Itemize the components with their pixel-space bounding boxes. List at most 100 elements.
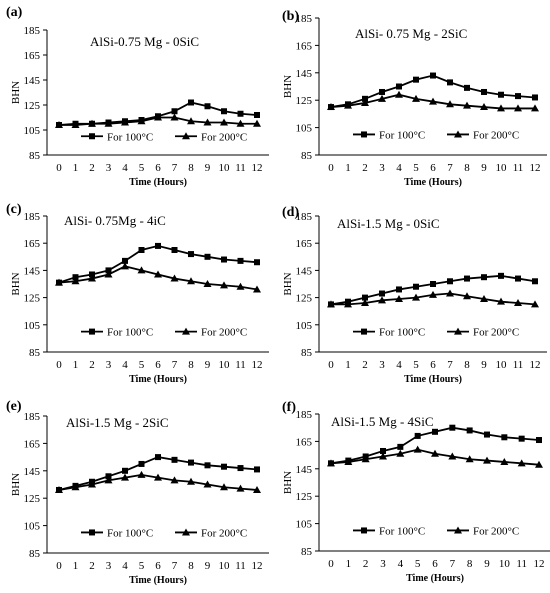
data-point-triangle (431, 449, 439, 457)
data-point-triangle (344, 457, 353, 465)
x-tick-label: 3 (379, 359, 385, 371)
x-axis-title: Time (Hours) (404, 177, 462, 188)
chart-title: AlSi- 0.75Mg - 4iC (64, 213, 166, 228)
data-point-triangle (137, 266, 146, 274)
data-point-triangle (395, 294, 403, 302)
data-point-triangle (514, 104, 522, 112)
y-tick-label: 145 (296, 265, 313, 277)
x-tick-label: 4 (122, 359, 128, 371)
y-axis-title: BHN (10, 473, 22, 496)
data-point-triangle (253, 119, 261, 127)
data-point-square (188, 459, 194, 466)
x-tick-label: 9 (205, 162, 211, 174)
legend-marker-triangle (454, 327, 462, 335)
x-axis-title: Time (Hours) (129, 575, 187, 586)
legend-label: For 200°C (473, 525, 519, 537)
legend-label: For 100°C (107, 131, 153, 143)
data-point-triangle (203, 280, 212, 287)
x-tick-label: 1 (345, 162, 351, 174)
x-tick-label: 6 (155, 162, 161, 174)
data-point-triangle (327, 459, 335, 467)
x-tick-label: 8 (467, 558, 473, 570)
x-tick-label: 9 (481, 162, 487, 174)
x-tick-label: 11 (516, 558, 527, 570)
legend-label: For 100°C (107, 327, 153, 339)
y-tick-label: 105 (24, 125, 41, 137)
x-tick-label: 8 (464, 359, 470, 371)
chart-title: AlSi-1.5 Mg - 4SiC (331, 414, 434, 429)
data-point-triangle (378, 296, 386, 304)
data-point-square (254, 466, 260, 473)
data-point-triangle (154, 270, 162, 278)
data-point-square (204, 103, 211, 110)
y-tick-label: 145 (296, 68, 313, 80)
data-point-triangle (71, 277, 80, 285)
x-tick-label: 12 (530, 359, 541, 371)
legend-marker-square (89, 328, 95, 335)
data-point-triangle (429, 290, 437, 298)
y-tick-label: 125 (296, 491, 313, 503)
x-tick-label: 10 (219, 560, 231, 572)
data-point-square (379, 88, 385, 95)
data-point-triangle (517, 459, 526, 467)
x-tick-label: 11 (235, 359, 246, 371)
x-tick-label: 4 (396, 359, 402, 371)
y-tick-label: 85 (29, 347, 41, 359)
legend-marker-triangle (182, 528, 190, 536)
data-point-square (362, 294, 368, 301)
chart-title: AlSi-1.5 Mg - 0SiC (337, 216, 440, 231)
x-tick-label: 2 (89, 560, 95, 572)
x-tick-label: 9 (205, 359, 211, 371)
legend-marker-triangle (182, 327, 190, 335)
legend-entry: For 100°C (353, 525, 425, 537)
legend-label: For 200°C (201, 527, 247, 539)
y-tick-label: 85 (301, 150, 313, 162)
data-point-triangle (480, 103, 488, 111)
y-tick-label: 125 (296, 95, 313, 107)
y-tick-label: 145 (24, 75, 41, 87)
x-tick-label: 5 (415, 558, 421, 570)
x-tick-label: 7 (172, 560, 178, 572)
y-tick-label: 125 (296, 293, 313, 305)
x-axis-title: Time (Hours) (129, 374, 187, 385)
data-point-triangle (500, 457, 509, 465)
legend-marker-triangle (454, 130, 462, 138)
x-tick-label: 12 (534, 558, 545, 570)
data-point-triangle (55, 485, 63, 493)
x-tick-label: 0 (56, 560, 62, 572)
x-tick-label: 10 (496, 359, 508, 371)
data-point-square (204, 253, 211, 260)
data-point-square (188, 99, 194, 106)
data-point-square (138, 247, 145, 253)
data-point-square (171, 456, 178, 463)
x-tick-label: 0 (328, 558, 334, 570)
x-tick-label: 0 (56, 359, 62, 371)
data-point-square (72, 274, 79, 281)
data-point-square (237, 465, 244, 472)
x-tick-label: 6 (155, 359, 161, 371)
x-tick-label: 12 (252, 560, 263, 572)
legend-entry: For 200°C (175, 327, 247, 339)
x-axis-title: Time (Hours) (129, 177, 187, 188)
data-point-square (397, 443, 404, 450)
x-tick-label: 8 (188, 162, 194, 174)
data-point-square (171, 108, 178, 115)
x-tick-label: 6 (432, 558, 438, 570)
x-tick-label: 4 (122, 560, 128, 572)
y-axis-title: BHN (10, 272, 22, 295)
x-tick-label: 7 (172, 162, 178, 174)
data-point-triangle (497, 297, 505, 305)
data-point-triangle (154, 113, 162, 121)
data-point-triangle (448, 452, 457, 460)
legend-label: For 100°C (379, 525, 425, 537)
x-tick-label: 7 (447, 162, 453, 174)
data-point-square (447, 79, 453, 86)
data-point-triangle (121, 262, 129, 270)
x-tick-label: 7 (447, 359, 453, 371)
legend-label: For 100°C (379, 327, 425, 339)
data-point-square (204, 462, 211, 469)
x-tick-label: 3 (106, 162, 112, 174)
y-tick-label: 85 (301, 546, 313, 558)
data-point-square (221, 463, 227, 470)
